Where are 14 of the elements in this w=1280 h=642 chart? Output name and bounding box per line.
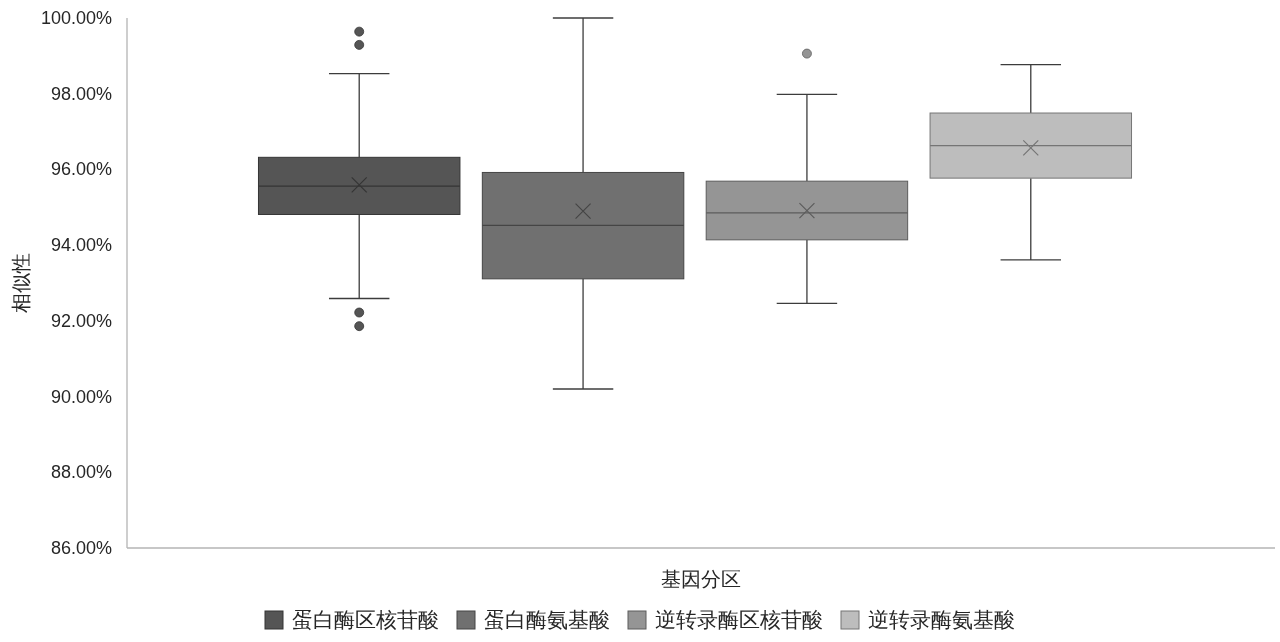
y-tick-label: 98.00% — [50, 83, 112, 104]
y-tick-label: 96.00% — [50, 159, 112, 180]
y-tick-label: 100.00% — [40, 8, 112, 28]
x-axis-title: 基因分区 — [661, 568, 741, 590]
y-tick-label: 90.00% — [50, 386, 112, 407]
legend-label: 蛋白酶氨基酸 — [484, 608, 610, 631]
y-tick-label: 94.00% — [50, 235, 112, 256]
y-tick-label: 86.00% — [50, 538, 112, 558]
y-tick-label: 88.00% — [50, 462, 112, 483]
legend-label: 逆转录酶氨基酸 — [868, 608, 1015, 631]
y-tick-label: 92.00% — [50, 310, 112, 331]
legend-label: 逆转录酶区核苷酸 — [655, 608, 823, 631]
y-axis-title: 相似性 — [10, 253, 32, 313]
legend-label: 蛋白酶区核苷酸 — [292, 608, 439, 631]
